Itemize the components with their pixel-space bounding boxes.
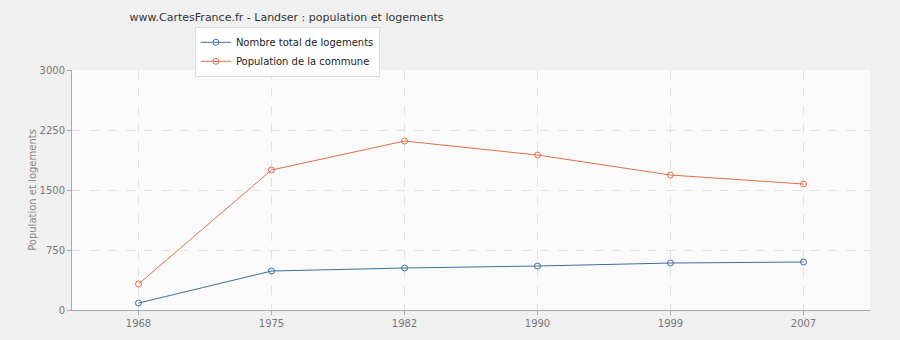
svg-text:2007: 2007: [791, 318, 816, 329]
svg-text:1982: 1982: [392, 318, 417, 329]
svg-text:0: 0: [59, 305, 65, 316]
svg-text:www.CartesFrance.fr - Landser: www.CartesFrance.fr - Landser : populati…: [130, 11, 444, 24]
svg-text:Population et logements: Population et logements: [27, 129, 38, 251]
svg-text:Population de la commune: Population de la commune: [236, 56, 369, 67]
svg-text:1999: 1999: [658, 318, 683, 329]
svg-text:2250: 2250: [40, 125, 65, 136]
svg-text:1968: 1968: [126, 318, 151, 329]
svg-text:1990: 1990: [525, 318, 550, 329]
svg-text:1975: 1975: [259, 318, 284, 329]
svg-text:750: 750: [46, 245, 65, 256]
svg-text:3000: 3000: [40, 65, 65, 76]
svg-text:Nombre total de logements: Nombre total de logements: [236, 37, 373, 48]
svg-text:1500: 1500: [40, 185, 65, 196]
